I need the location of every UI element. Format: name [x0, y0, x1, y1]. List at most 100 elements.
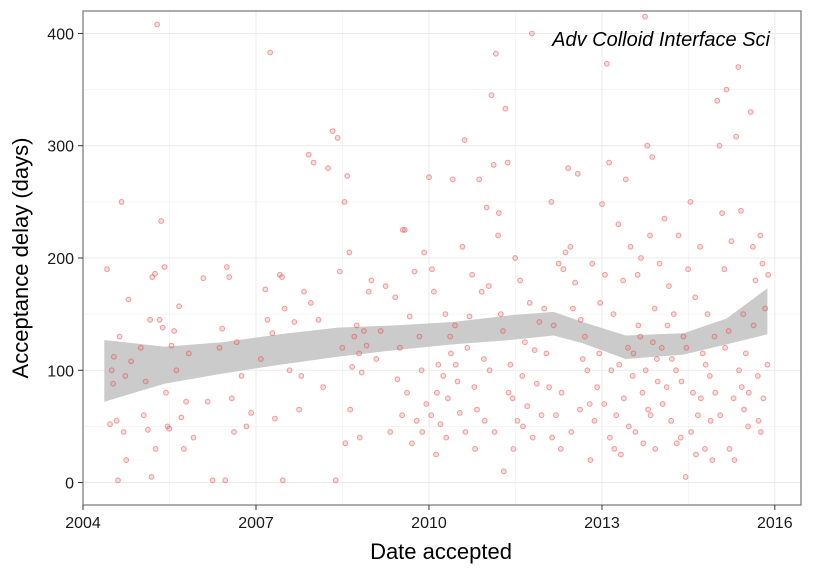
data-point — [339, 344, 346, 351]
data-point — [336, 268, 343, 275]
data-point — [258, 356, 264, 362]
data-point — [645, 406, 651, 413]
data-point — [733, 133, 739, 140]
data-point — [394, 376, 401, 383]
data-point — [347, 406, 354, 413]
data-point — [742, 350, 749, 357]
data-point — [154, 21, 161, 28]
data-point — [658, 344, 665, 351]
data-point — [358, 369, 365, 376]
data-point — [342, 440, 349, 447]
data-point — [604, 60, 610, 67]
data-point — [531, 347, 538, 354]
data-point — [329, 128, 336, 135]
data-point — [584, 367, 591, 374]
data-point — [334, 135, 341, 141]
x-tick-label: 2016 — [757, 515, 793, 532]
data-point — [717, 412, 724, 419]
data-point — [644, 142, 651, 149]
data-point — [693, 451, 699, 458]
data-point — [529, 434, 536, 441]
data-point — [520, 423, 526, 430]
data-point — [435, 361, 442, 368]
data-point — [577, 316, 584, 323]
y-tick-label: 200 — [47, 251, 74, 268]
data-point — [423, 401, 430, 407]
data-point — [456, 410, 463, 416]
data-point — [481, 417, 488, 424]
data-point — [190, 434, 197, 441]
data-point — [108, 367, 115, 374]
data-point — [148, 474, 155, 480]
journal-annotation: Adv Colloid Interface Sci — [551, 29, 770, 51]
data-point — [296, 406, 303, 413]
data-point — [625, 344, 631, 351]
data-point — [123, 457, 130, 464]
data-point — [738, 207, 744, 214]
data-point — [469, 271, 476, 278]
data-point — [642, 13, 648, 20]
data-point — [723, 86, 730, 93]
data-point — [110, 380, 116, 387]
data-point — [549, 434, 555, 441]
data-point — [454, 378, 461, 385]
data-point — [356, 434, 363, 441]
data-point — [752, 277, 759, 284]
data-point — [476, 176, 483, 183]
data-point — [431, 288, 437, 295]
data-point — [488, 92, 495, 99]
data-point — [621, 395, 627, 402]
data-point — [452, 361, 459, 368]
data-point — [635, 322, 642, 329]
data-point — [647, 412, 654, 419]
data-point — [690, 389, 696, 396]
data-point — [634, 271, 641, 278]
data-point — [656, 260, 663, 267]
data-point — [363, 342, 370, 349]
data-point — [447, 333, 454, 340]
data-point — [433, 451, 440, 458]
data-point — [228, 395, 235, 402]
data-point — [541, 305, 548, 312]
y-tick-label: 300 — [47, 139, 74, 156]
data-point — [741, 406, 747, 413]
data-point — [677, 434, 684, 441]
data-point — [640, 440, 647, 447]
data-point — [519, 373, 526, 379]
data-point — [760, 395, 767, 402]
data-point — [637, 333, 644, 340]
data-point — [577, 406, 583, 413]
data-point — [683, 344, 690, 351]
data-point — [224, 264, 230, 270]
data-point — [365, 288, 372, 295]
data-point — [428, 412, 435, 419]
data-point — [400, 227, 406, 233]
data-point — [616, 361, 623, 368]
data-point — [586, 401, 593, 407]
data-point — [243, 423, 250, 430]
data-point — [466, 313, 473, 320]
data-point — [706, 373, 713, 379]
data-point — [546, 384, 552, 391]
data-point — [550, 322, 557, 329]
data-point — [272, 415, 278, 422]
data-point — [452, 322, 458, 329]
data-point — [116, 333, 123, 340]
data-point — [416, 333, 423, 340]
data-point — [483, 204, 490, 211]
data-point — [622, 176, 629, 183]
data-point — [504, 159, 511, 166]
data-point — [183, 398, 190, 405]
data-point — [606, 159, 612, 166]
data-point — [747, 109, 754, 115]
data-point — [411, 268, 418, 275]
data-point — [555, 260, 562, 267]
data-point — [654, 378, 661, 385]
data-point — [673, 440, 680, 447]
data-point — [722, 344, 728, 351]
y-axis: 0 100 200 300 400 — [47, 26, 83, 493]
data-point — [510, 446, 517, 452]
data-point — [497, 311, 504, 318]
data-point — [762, 305, 769, 312]
